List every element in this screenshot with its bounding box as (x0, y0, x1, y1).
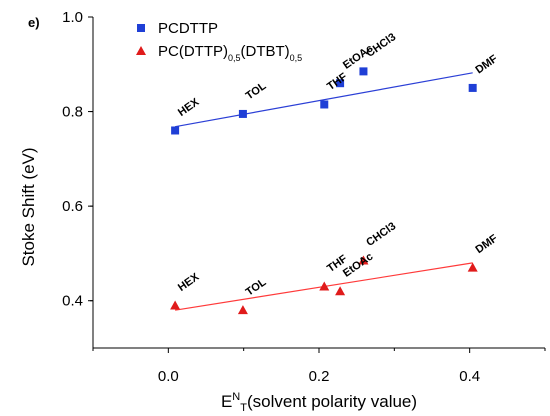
data-point-square (359, 67, 368, 76)
data-label: TOL (244, 80, 269, 102)
data-point-square (336, 79, 345, 88)
panel-label: e) (28, 15, 40, 30)
data-label: HEX (176, 271, 202, 294)
x-tick-label: 0.0 (158, 368, 179, 385)
data-label: THF (325, 71, 350, 93)
data-point-triangle (170, 300, 181, 310)
data-point-square (320, 100, 329, 109)
data-label: CHCl3 (364, 31, 398, 60)
data-point-square (171, 126, 180, 135)
data-label: EtOAc (341, 251, 375, 280)
x-axis-title: ENT(solvent polarity value) (221, 391, 417, 414)
y-tick-label: 1.0 (62, 9, 83, 26)
data-label: DMF (474, 53, 501, 77)
y-tick-label: 0.8 (62, 104, 83, 121)
legend-marker-triangle (136, 46, 146, 55)
data-points (170, 67, 478, 315)
data-point-triangle (358, 255, 369, 265)
data-point-square (238, 109, 247, 118)
data-label: DMF (474, 232, 501, 256)
data-point-triangle (237, 305, 248, 315)
data-label: TOL (244, 276, 269, 298)
y-tick-label: 0.4 (62, 293, 83, 310)
legend: PCDTTP PC(DTTP)0,5(DTBT)0,5 (136, 20, 302, 63)
y-axis-title: Stoke Shift (eV) (19, 147, 38, 266)
data-point-square (468, 83, 477, 92)
data-point-triangle (467, 262, 478, 272)
data-label: HEX (176, 96, 202, 119)
legend-label-series-2: PC(DTTP)0,5(DTBT)0,5 (158, 43, 302, 63)
x-tick-label: 0.4 (459, 368, 480, 385)
y-tick-label: 0.6 (62, 198, 83, 215)
fit-line-series-1 (175, 72, 473, 128)
legend-marker-square (137, 24, 145, 32)
data-label: CHCl3 (364, 220, 398, 249)
data-point-triangle (335, 286, 346, 296)
axes: 0.4 0.6 0.8 1.0 0.0 0.2 0.4 (62, 9, 546, 385)
data-point-triangle (319, 281, 330, 291)
legend-label-series-1: PCDTTP (158, 20, 218, 37)
x-tick-label: 0.2 (309, 368, 330, 385)
